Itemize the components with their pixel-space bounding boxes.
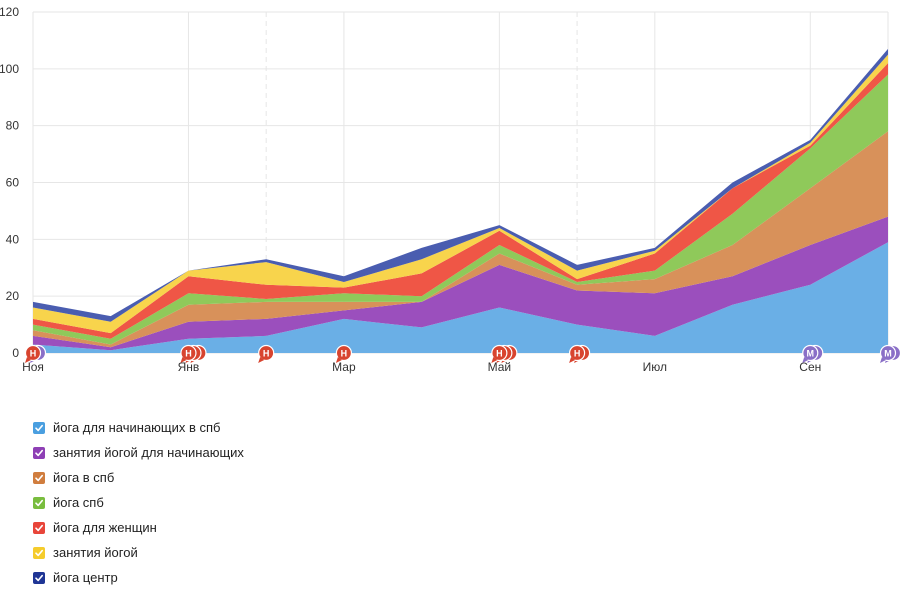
event-marker: Н bbox=[180, 344, 197, 363]
legend-label: йога спб bbox=[53, 495, 104, 510]
x-tick-label: Июл bbox=[643, 360, 667, 374]
x-tick-label: Мар bbox=[332, 360, 356, 374]
event-marker: М bbox=[879, 344, 897, 363]
marker-bubble bbox=[802, 344, 819, 362]
checkbox-icon[interactable] bbox=[33, 446, 45, 459]
event-marker: Н bbox=[24, 344, 42, 363]
legend-label: йога центр bbox=[53, 570, 118, 585]
chart-areas bbox=[33, 48, 888, 353]
marker-tail bbox=[25, 357, 31, 363]
event-marker: Н bbox=[568, 344, 586, 363]
checkbox-icon[interactable] bbox=[33, 546, 45, 559]
event-marker: Н bbox=[491, 344, 508, 363]
marker-tail bbox=[880, 357, 886, 363]
legend-item-0[interactable]: йога для начинающих в спб bbox=[33, 415, 244, 440]
legend-item-5[interactable]: занятия йогой bbox=[33, 540, 244, 565]
legend-label: йога для женщин bbox=[53, 520, 157, 535]
marker-bubble bbox=[491, 344, 508, 362]
y-tick-label: 60 bbox=[6, 176, 20, 190]
checkbox-icon[interactable] bbox=[33, 571, 45, 584]
marker-tail bbox=[569, 357, 576, 363]
area-series-0 bbox=[33, 242, 888, 353]
marker-tail bbox=[335, 357, 342, 363]
area-series-1 bbox=[33, 216, 888, 351]
legend-item-6[interactable]: йога центр bbox=[33, 565, 244, 590]
legend-item-3[interactable]: йога спб bbox=[33, 490, 244, 515]
legend-label: занятия йогой для начинающих bbox=[53, 445, 244, 460]
x-tick-label: Ноя bbox=[22, 360, 44, 374]
marker-label: М bbox=[807, 349, 815, 359]
x-tick-label: Май bbox=[488, 360, 512, 374]
y-tick-label: 40 bbox=[6, 232, 20, 246]
marker-bubble bbox=[258, 344, 275, 362]
legend-label: йога в спб bbox=[53, 470, 115, 485]
event-marker: М bbox=[802, 344, 819, 363]
marker-label: М bbox=[884, 349, 892, 359]
legend-label: йога для начинающих в спб bbox=[53, 420, 221, 435]
chart-legend: йога для начинающих в спб занятия йогой … bbox=[33, 415, 244, 590]
legend-item-2[interactable]: йога в спб bbox=[33, 465, 244, 490]
marker-bubble bbox=[879, 344, 897, 362]
marker-tail bbox=[802, 357, 809, 363]
marker-label: Н bbox=[185, 349, 192, 359]
y-tick-label: 20 bbox=[6, 289, 20, 303]
event-marker: Н bbox=[335, 344, 353, 363]
x-tick-label: Янв bbox=[178, 360, 200, 374]
x-tick-label: Сен bbox=[799, 360, 821, 374]
legend-item-1[interactable]: занятия йогой для начинающих bbox=[33, 440, 244, 465]
marker-label: Н bbox=[574, 349, 581, 359]
marker-tail bbox=[180, 357, 187, 363]
y-axis-ticks: 0 20 40 60 80 100 120 bbox=[0, 5, 19, 360]
marker-tail bbox=[258, 357, 265, 363]
legend-item-4[interactable]: йога для женщин bbox=[33, 515, 244, 540]
y-tick-label: 100 bbox=[0, 62, 19, 76]
marker-bubble bbox=[335, 344, 353, 362]
marker-label: Н bbox=[263, 349, 270, 359]
marker-bubble bbox=[568, 344, 586, 362]
checkbox-icon[interactable] bbox=[33, 496, 45, 509]
y-tick-label: 80 bbox=[6, 119, 20, 133]
checkbox-icon[interactable] bbox=[33, 421, 45, 434]
marker-bubble bbox=[180, 344, 197, 362]
x-axis-ticks: Ноя Янв Мар Май Июл Сен bbox=[22, 360, 821, 374]
marker-label: Н bbox=[30, 349, 37, 359]
y-tick-label: 0 bbox=[12, 346, 19, 360]
checkbox-icon[interactable] bbox=[33, 471, 45, 484]
event-marker: Н bbox=[258, 344, 275, 363]
y-tick-label: 120 bbox=[0, 5, 19, 19]
checkbox-icon[interactable] bbox=[33, 521, 45, 534]
marker-bubble bbox=[24, 344, 42, 362]
marker-label: Н bbox=[496, 349, 503, 359]
marker-tail bbox=[491, 357, 498, 363]
legend-label: занятия йогой bbox=[53, 545, 138, 560]
marker-label: Н bbox=[341, 349, 348, 359]
